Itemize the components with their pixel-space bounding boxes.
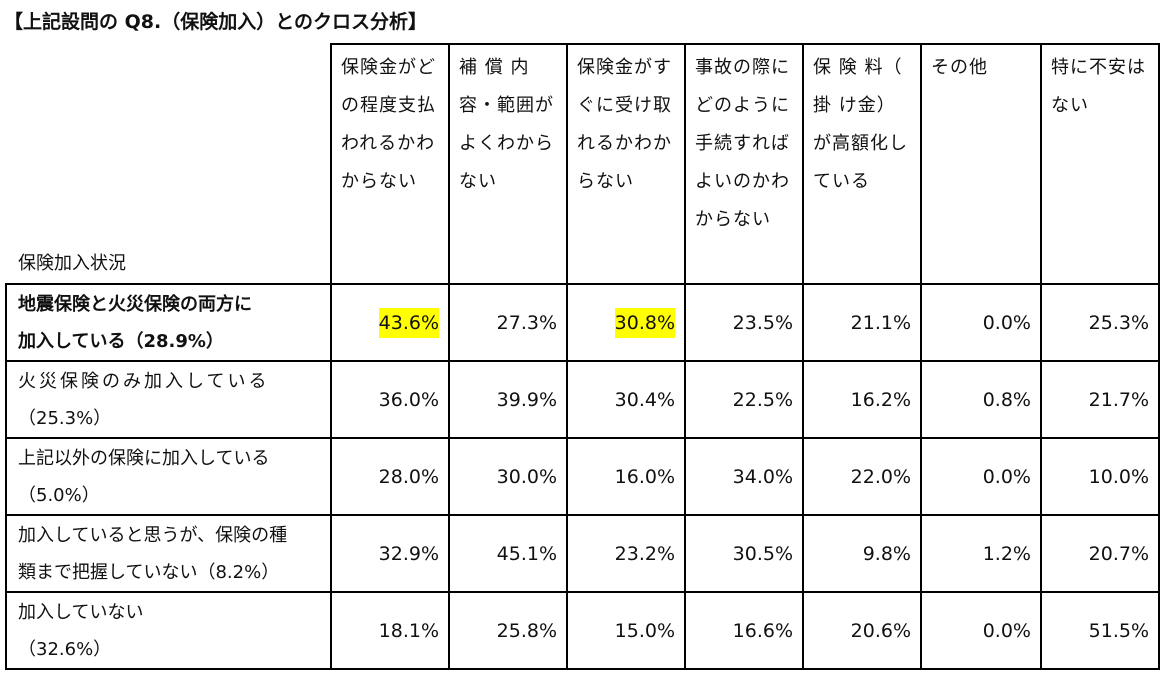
table-cell: 0.0% — [920, 591, 1042, 670]
table-cell: 16.0% — [566, 437, 686, 516]
table-cell: 20.6% — [802, 591, 922, 670]
table-cell: 45.1% — [448, 514, 568, 593]
column-header: 保険金がすぐに受け取れるかわからない — [566, 43, 686, 285]
table-cell: 22.0% — [802, 437, 922, 516]
row-label-line: 加入していない — [18, 601, 144, 623]
table-cell: 0.0% — [920, 437, 1042, 516]
column-header: 補 償 内容・範囲がよくわからない — [448, 43, 568, 285]
table-cell: 0.0% — [920, 283, 1042, 362]
table-cell: 20.7% — [1040, 514, 1160, 593]
row-header: 火災保険のみ加入している （25.3%） — [5, 360, 332, 439]
table-cell: 21.7% — [1040, 360, 1160, 439]
table-cell: 36.0% — [330, 360, 450, 439]
header-row: 保険加入状況 保険金がどの程度支払われるかわからない 補 償 内容・範囲がよくわ… — [6, 43, 1160, 285]
table-row: 加入していると思うが、保険の種 類まで把握していない（8.2%） 32.9% 4… — [5, 514, 1160, 593]
table-cell: 22.5% — [684, 360, 804, 439]
row-label-line: 加入していると思うが、保険の種 — [18, 524, 288, 546]
table-cell: 16.6% — [684, 591, 804, 670]
table-cell: 10.0% — [1040, 437, 1160, 516]
row-label-line: 地震保険と火災保険の両方に — [18, 293, 252, 315]
table-row: 上記以外の保険に加入している （5.0%） 28.0% 30.0% 16.0% … — [5, 437, 1160, 516]
table-cell: 25.8% — [448, 591, 568, 670]
table-cell: 25.3% — [1040, 283, 1160, 362]
column-header: 保 険 料（ 掛 け金）が高額化している — [802, 43, 922, 285]
row-header: 地震保険と火災保険の両方に 加入している（28.9%） — [5, 283, 332, 362]
column-header: 事故の際にどのように手続すればよいのかわからない — [684, 43, 804, 285]
corner-header: 保険加入状況 — [6, 44, 332, 285]
column-header: 保険金がどの程度支払われるかわからない — [330, 43, 450, 285]
row-header: 上記以外の保険に加入している （5.0%） — [5, 437, 332, 516]
table-row: 地震保険と火災保険の両方に 加入している（28.9%） 43.6% 27.3% … — [5, 283, 1160, 362]
table-cell: 30.5% — [684, 514, 804, 593]
table-cell: 1.2% — [920, 514, 1042, 593]
highlighted-value: 43.6% — [378, 307, 439, 338]
table-cell: 16.2% — [802, 360, 922, 439]
table-cell: 30.8% — [566, 283, 686, 362]
column-header: 特に不安はない — [1040, 43, 1160, 285]
row-label-line: 火災保険のみ加入している — [18, 370, 270, 392]
row-label-line: 上記以外の保険に加入している — [18, 447, 270, 469]
table-cell: 30.4% — [566, 360, 686, 439]
table-cell: 23.2% — [566, 514, 686, 593]
table-cell: 30.0% — [448, 437, 568, 516]
table-cell: 9.8% — [802, 514, 922, 593]
row-label-line: （25.3%） — [18, 407, 112, 429]
table-cell: 28.0% — [330, 437, 450, 516]
table-cell: 43.6% — [330, 283, 450, 362]
table-cell: 15.0% — [566, 591, 686, 670]
row-header: 加入していない （32.6%） — [5, 591, 332, 670]
table-cell: 51.5% — [1040, 591, 1160, 670]
row-label-line: 類まで把握していない（8.2%） — [18, 561, 280, 583]
page-title: 【上記設問の Q8.（保険加入）とのクロス分析】 — [4, 11, 428, 33]
table-cell: 32.9% — [330, 514, 450, 593]
cross-analysis-table: 保険加入状況 保険金がどの程度支払われるかわからない 補 償 内容・範囲がよくわ… — [5, 43, 1160, 670]
table-row: 加入していない （32.6%） 18.1% 25.8% 15.0% 16.6% … — [5, 591, 1160, 670]
column-header: その他 — [920, 43, 1042, 285]
row-label-line: （32.6%） — [18, 638, 112, 660]
table-cell: 27.3% — [448, 283, 568, 362]
table-cell: 0.8% — [920, 360, 1042, 439]
row-header: 加入していると思うが、保険の種 類まで把握していない（8.2%） — [5, 514, 332, 593]
table-cell: 21.1% — [802, 283, 922, 362]
table-row: 火災保険のみ加入している （25.3%） 36.0% 39.9% 30.4% 2… — [5, 360, 1160, 439]
row-label-line: 加入している（28.9%） — [18, 330, 224, 352]
table-cell: 23.5% — [684, 283, 804, 362]
row-label-line: （5.0%） — [18, 484, 100, 506]
table-cell: 34.0% — [684, 437, 804, 516]
highlighted-value: 30.8% — [614, 307, 675, 338]
table-cell: 18.1% — [330, 591, 450, 670]
table-cell: 39.9% — [448, 360, 568, 439]
